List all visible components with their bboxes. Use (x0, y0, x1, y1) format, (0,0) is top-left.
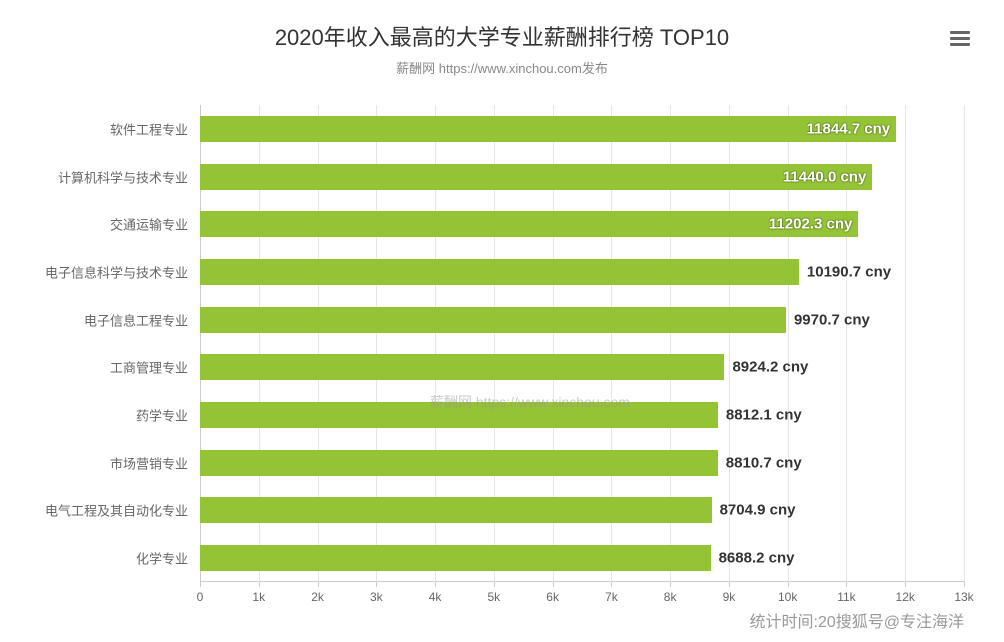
bar[interactable]: 8704.9 cny (200, 497, 712, 523)
bar-row: 化学专业8688.2 cny (200, 545, 964, 571)
value-label: 8924.2 cny (732, 359, 808, 376)
bar[interactable]: 11440.0 cny (200, 164, 872, 190)
chart-subtitle: 薪酬网 https://www.xinchou.com发布 (40, 58, 964, 77)
x-tick-mark (435, 582, 436, 587)
grid-line (964, 105, 965, 582)
x-tick-label: 11k (837, 590, 855, 604)
x-tick-label: 4k (429, 590, 442, 604)
x-tick-mark (611, 582, 612, 587)
category-label: 工商管理专业 (110, 358, 188, 377)
x-tick-label: 13k (954, 590, 973, 604)
x-tick-mark (964, 582, 965, 587)
value-label: 8812.1 cny (726, 407, 802, 424)
x-tick-label: 1k (252, 590, 265, 604)
x-tick-label: 7k (605, 590, 618, 604)
category-label: 交通运输专业 (110, 215, 188, 234)
bar[interactable]: 11844.7 cny (200, 116, 896, 142)
bar-row: 电子信息工程专业9970.7 cny (200, 307, 964, 333)
chart-title: 2020年收入最高的大学专业薪酬排行榜 TOP10 (40, 20, 964, 52)
category-label: 电气工程及其自动化专业 (45, 501, 188, 520)
category-label: 电子信息科学与技术专业 (45, 262, 188, 281)
bar-row: 工商管理专业8924.2 cny (200, 354, 964, 380)
x-tick-mark (553, 582, 554, 587)
footer-stats-time: 统计时间:20 (750, 614, 836, 631)
x-tick-mark (788, 582, 789, 587)
category-label: 药学专业 (136, 406, 188, 425)
x-tick-mark (670, 582, 671, 587)
bar[interactable]: 8924.2 cny (200, 354, 724, 380)
chart-container: 2020年收入最高的大学专业薪酬排行榜 TOP10 薪酬网 https://ww… (0, 0, 1004, 642)
footer-source: 搜狐号@专注海洋 (836, 614, 964, 631)
x-tick-mark (376, 582, 377, 587)
category-label: 市场营销专业 (110, 453, 188, 472)
bar-row: 电气工程及其自动化专业8704.9 cny (200, 497, 964, 523)
bar[interactable]: 8810.7 cny (200, 450, 718, 476)
value-label: 11844.7 cny (807, 120, 890, 137)
value-label: 11202.3 cny (769, 216, 852, 233)
bar-row: 药学专业8812.1 cny (200, 402, 964, 428)
category-label: 计算机科学与技术专业 (58, 167, 188, 186)
category-label: 电子信息工程专业 (84, 310, 188, 329)
bar[interactable]: 8812.1 cny (200, 402, 718, 428)
category-label: 化学专业 (136, 549, 188, 568)
bar-row: 市场营销专业8810.7 cny (200, 450, 964, 476)
value-label: 8704.9 cny (720, 502, 796, 519)
x-tick-mark (259, 582, 260, 587)
bar[interactable]: 11202.3 cny (200, 211, 858, 237)
x-tick-mark (846, 582, 847, 587)
bar-row: 软件工程专业11844.7 cny (200, 116, 964, 142)
value-label: 11440.0 cny (783, 168, 866, 185)
bar-row: 交通运输专业11202.3 cny (200, 211, 964, 237)
x-tick-label: 3k (370, 590, 383, 604)
x-tick-mark (318, 582, 319, 587)
bar-row: 电子信息科学与技术专业10190.7 cny (200, 259, 964, 285)
x-tick-label: 12k (896, 590, 915, 604)
bar[interactable]: 8688.2 cny (200, 545, 711, 571)
footer-credit: 统计时间:20搜狐号@专注海洋 (750, 608, 965, 632)
x-tick-mark (905, 582, 906, 587)
x-tick-label: 9k (723, 590, 736, 604)
x-tick-label: 5k (488, 590, 501, 604)
x-tick-label: 6k (546, 590, 559, 604)
bar-row: 计算机科学与技术专业11440.0 cny (200, 164, 964, 190)
plot-area: 01k2k3k4k5k6k7k8k9k10k11k12k13k软件工程专业118… (200, 105, 964, 582)
value-label: 9970.7 cny (794, 311, 870, 328)
x-tick-label: 10k (778, 590, 797, 604)
category-label: 软件工程专业 (110, 119, 188, 138)
value-label: 8810.7 cny (726, 454, 802, 471)
x-tick-label: 0 (197, 590, 204, 604)
value-label: 10190.7 cny (807, 263, 891, 280)
x-tick-mark (729, 582, 730, 587)
x-tick-label: 8k (664, 590, 677, 604)
bar[interactable]: 9970.7 cny (200, 307, 786, 333)
x-tick-mark (494, 582, 495, 587)
x-tick-mark (200, 582, 201, 587)
bar[interactable]: 10190.7 cny (200, 259, 799, 285)
value-label: 8688.2 cny (719, 550, 795, 567)
x-axis-line (200, 581, 964, 582)
hamburger-menu-icon[interactable] (950, 28, 974, 48)
x-tick-label: 2k (311, 590, 324, 604)
